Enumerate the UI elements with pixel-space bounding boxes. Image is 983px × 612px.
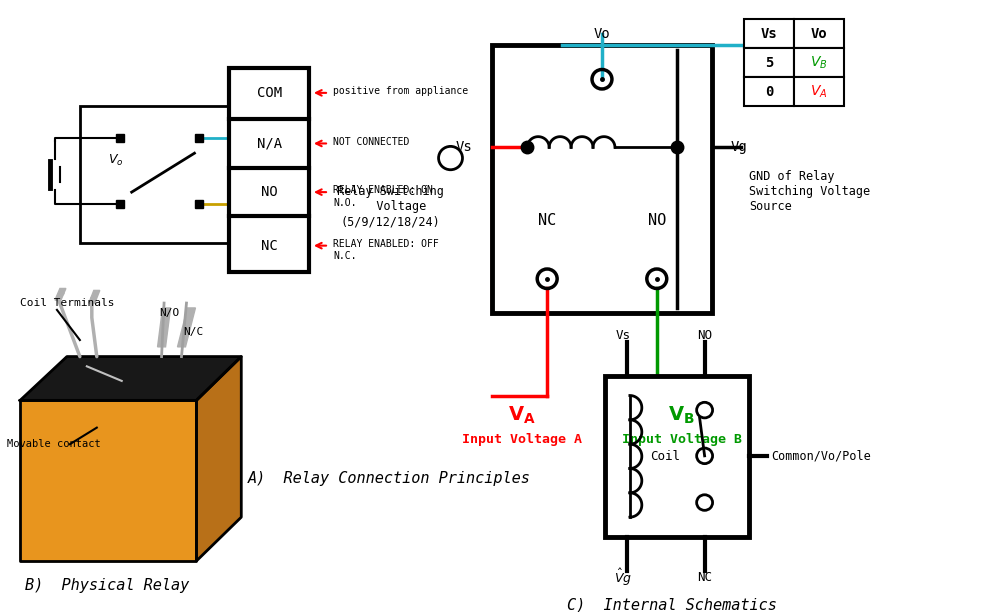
- Text: $V_B$: $V_B$: [810, 54, 828, 71]
- Text: NC: NC: [697, 571, 712, 584]
- Text: N.C.: N.C.: [333, 252, 357, 261]
- Polygon shape: [20, 400, 197, 561]
- Text: C)  Internal Schematics: C) Internal Schematics: [567, 597, 778, 612]
- Polygon shape: [88, 291, 100, 303]
- Polygon shape: [55, 288, 66, 300]
- Text: Vs: Vs: [615, 329, 630, 341]
- Bar: [492, 45, 712, 313]
- Text: N/C: N/C: [184, 327, 203, 337]
- Text: NO: NO: [260, 185, 277, 199]
- Text: GND of Relay
Switching Voltage
Source: GND of Relay Switching Voltage Source: [749, 170, 871, 212]
- Text: 5: 5: [765, 56, 774, 70]
- Bar: [229, 67, 309, 272]
- Text: B)  Physical Relay: B) Physical Relay: [25, 578, 189, 593]
- Text: RELAY ENABLED: ON: RELAY ENABLED: ON: [333, 185, 433, 195]
- Polygon shape: [20, 357, 241, 400]
- Text: $\mathbf{V_A}$: $\mathbf{V_A}$: [508, 405, 536, 425]
- Text: Input Voltage A: Input Voltage A: [462, 433, 582, 446]
- Polygon shape: [178, 308, 196, 347]
- Bar: [116, 200, 124, 207]
- Polygon shape: [157, 308, 170, 347]
- Text: NO: NO: [697, 329, 712, 341]
- Text: Vs: Vs: [761, 26, 778, 40]
- Text: COM: COM: [257, 86, 282, 100]
- Polygon shape: [197, 357, 241, 561]
- Text: Vo: Vo: [811, 26, 828, 40]
- Text: NC: NC: [538, 213, 556, 228]
- Text: Movable contact: Movable contact: [7, 439, 101, 449]
- Bar: [744, 19, 794, 48]
- Text: RELAY ENABLED: OFF: RELAY ENABLED: OFF: [333, 239, 438, 248]
- Text: positive from appliance: positive from appliance: [333, 86, 468, 96]
- Text: NC: NC: [260, 239, 277, 253]
- Bar: [794, 77, 844, 106]
- Text: $\hat{V}g$: $\hat{V}g$: [614, 567, 632, 588]
- Bar: [116, 134, 124, 141]
- Bar: [744, 48, 794, 77]
- Text: N/A: N/A: [257, 136, 282, 151]
- Text: A)  Relay Connection Principles: A) Relay Connection Principles: [248, 471, 530, 486]
- Text: NOT CONNECTED: NOT CONNECTED: [333, 136, 409, 146]
- Bar: [196, 200, 203, 207]
- Text: $V_A$: $V_A$: [810, 84, 828, 100]
- Bar: [794, 48, 844, 77]
- Bar: [80, 106, 229, 243]
- Text: 0: 0: [765, 85, 774, 99]
- Text: Coil Terminals: Coil Terminals: [20, 298, 115, 308]
- Text: Vs: Vs: [456, 140, 473, 154]
- Text: Relay Switching
   Voltage
(5/9/12/18/24): Relay Switching Voltage (5/9/12/18/24): [337, 185, 444, 228]
- Text: Vg: Vg: [731, 140, 748, 154]
- Bar: [605, 376, 749, 537]
- Bar: [794, 19, 844, 48]
- Bar: [744, 77, 794, 106]
- Text: Coil: Coil: [650, 450, 680, 463]
- Text: $\mathbf{V_B}$: $\mathbf{V_B}$: [668, 405, 695, 425]
- Text: Input Voltage B: Input Voltage B: [621, 433, 742, 446]
- Text: $V_o$: $V_o$: [108, 152, 123, 168]
- Text: N/O: N/O: [159, 308, 180, 318]
- Text: N.O.: N.O.: [333, 198, 357, 208]
- Text: Vo: Vo: [594, 26, 610, 40]
- Text: Common/Vo/Pole: Common/Vo/Pole: [772, 449, 871, 462]
- Text: NO: NO: [648, 213, 665, 228]
- Bar: [196, 134, 203, 141]
